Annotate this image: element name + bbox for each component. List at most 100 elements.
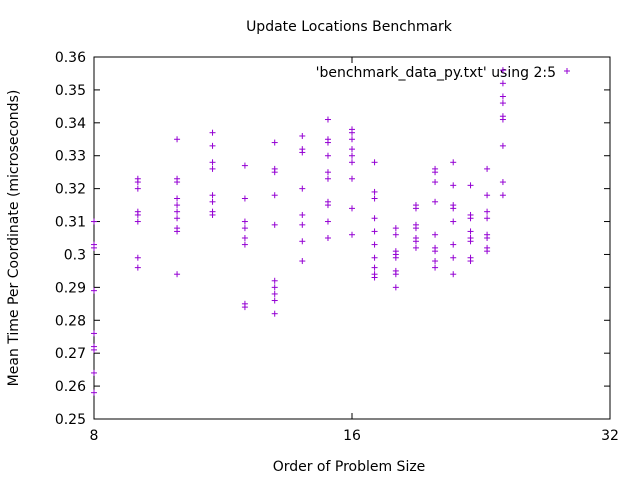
- data-point: [174, 215, 181, 222]
- y-ticks: 0.25 0.26 0.27 0.28 0.29 0.3 0.31 0.32 0.33 0.34 0…: [55, 50, 610, 428]
- data-point: [371, 215, 378, 222]
- data-point: [299, 149, 306, 156]
- data-point: [174, 195, 181, 202]
- y-tick-label: 0.35: [55, 83, 86, 99]
- data-point: [174, 179, 181, 186]
- data-point: [271, 290, 278, 297]
- data-point: [324, 139, 331, 146]
- data-point: [371, 188, 378, 195]
- x-tick-label: 16: [343, 428, 361, 444]
- x-tick-label: 8: [90, 428, 99, 444]
- data-point: [91, 287, 97, 294]
- data-point: [209, 211, 216, 218]
- data-point: [484, 165, 491, 172]
- data-point: [467, 215, 474, 222]
- data-point: [324, 169, 331, 176]
- data-point: [467, 258, 474, 265]
- data-point: [432, 258, 439, 265]
- data-point: [174, 202, 181, 209]
- data-point: [91, 330, 97, 337]
- data-point: [467, 228, 474, 235]
- data-point: [392, 231, 399, 238]
- data-point: [324, 218, 331, 225]
- y-tick-label: 0.31: [55, 215, 86, 231]
- data-point: [134, 254, 141, 261]
- data-point: [484, 235, 491, 241]
- legend-plus-marker: [564, 68, 570, 74]
- data-point: [299, 185, 306, 192]
- y-tick-label: 0.27: [55, 346, 86, 362]
- data-point: [499, 80, 506, 87]
- data-point: [349, 152, 355, 159]
- data-point: [174, 228, 181, 235]
- data-point: [450, 159, 457, 166]
- y-axis-label: Mean Time Per Coordinate (microseconds): [6, 90, 22, 387]
- data-point: [241, 218, 248, 225]
- data-point: [299, 211, 306, 218]
- data-point: [324, 235, 331, 241]
- data-point: [432, 231, 439, 238]
- legend-marker: [564, 68, 570, 74]
- data-point: [271, 221, 278, 228]
- data-point: [371, 274, 378, 281]
- data-point: [432, 179, 439, 186]
- data-point: [349, 129, 355, 136]
- data-point: [499, 192, 506, 199]
- data-point: [499, 116, 506, 123]
- data-point: [174, 136, 181, 143]
- data-point: [349, 231, 355, 238]
- data-point: [392, 225, 399, 232]
- data-point: [392, 284, 399, 291]
- data-point: [271, 297, 278, 304]
- y-tick-label: 0.32: [55, 182, 86, 198]
- data-point: [271, 169, 278, 176]
- data-point: [450, 182, 457, 189]
- data-point: [432, 264, 439, 271]
- data-point: [209, 129, 216, 136]
- x-ticks: 8 16 32: [90, 57, 619, 444]
- data-point: [349, 175, 355, 182]
- data-point: [371, 254, 378, 261]
- y-tick-label: 0.25: [55, 412, 86, 428]
- data-point: [134, 218, 141, 225]
- data-point: [271, 284, 278, 291]
- data-point: [484, 215, 491, 222]
- scatter-points: [91, 67, 506, 396]
- data-point: [450, 218, 457, 225]
- data-point: [392, 254, 399, 261]
- data-point: [241, 225, 248, 232]
- data-point: [134, 179, 141, 186]
- plot-area-frame: [93, 56, 611, 420]
- data-point: [241, 195, 248, 202]
- data-point: [209, 159, 216, 166]
- data-point: [324, 202, 331, 209]
- data-point: [91, 389, 97, 396]
- data-point: [174, 208, 181, 215]
- data-point: [349, 146, 355, 153]
- data-point: [450, 205, 457, 212]
- data-point: [371, 241, 378, 248]
- data-point: [91, 244, 97, 251]
- data-point: [450, 241, 457, 248]
- data-point: [371, 264, 378, 271]
- data-point: [91, 218, 97, 225]
- data-point: [499, 142, 506, 149]
- data-point: [324, 175, 331, 182]
- data-point: [209, 198, 216, 205]
- data-point: [271, 310, 278, 317]
- data-point: [499, 67, 506, 74]
- data-point: [432, 169, 439, 176]
- data-point: [209, 142, 216, 149]
- data-point: [467, 182, 474, 189]
- data-point: [271, 139, 278, 146]
- data-point: [371, 228, 378, 235]
- data-point: [271, 277, 278, 284]
- data-point: [271, 192, 278, 199]
- data-point: [499, 100, 506, 107]
- data-point: [134, 264, 141, 271]
- data-point: [299, 238, 306, 245]
- legend-label: 'benchmark_data_py.txt' using 2:5: [316, 65, 556, 81]
- data-point: [349, 205, 355, 212]
- data-point: [299, 221, 306, 228]
